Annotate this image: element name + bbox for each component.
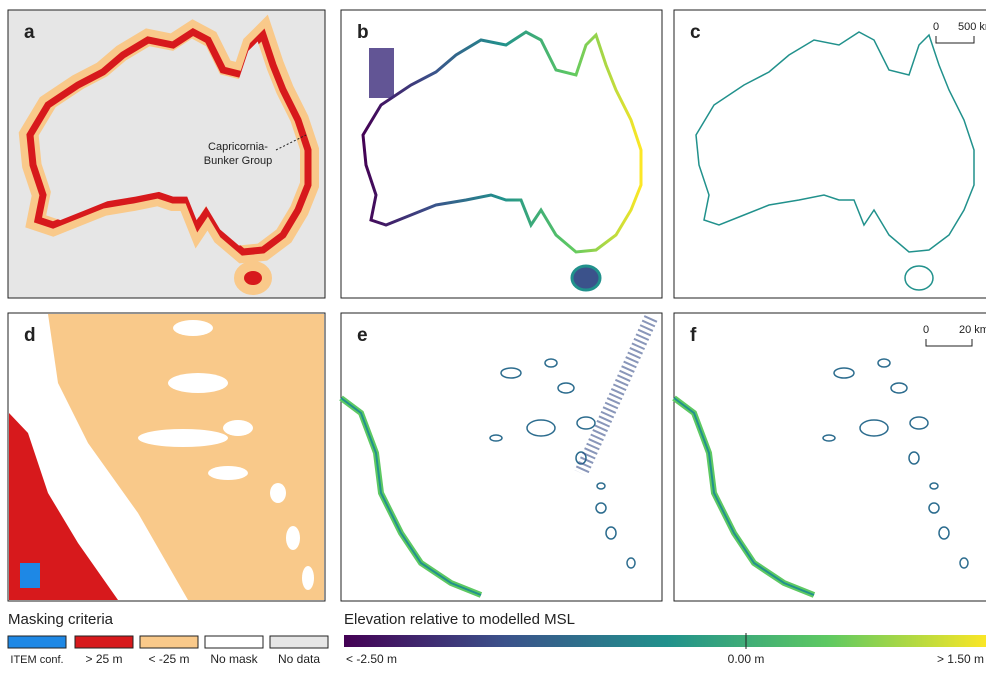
scale-label: 500 km [958, 21, 986, 33]
panel-a: a Capricornia- Bunker Group [8, 10, 325, 298]
panel-label: a [24, 22, 35, 43]
legend-label: No mask [210, 652, 258, 666]
colorbar-title: Elevation relative to modelled MSL [344, 611, 575, 628]
panel-label: b [357, 22, 369, 43]
panel-b: b [341, 10, 662, 298]
legend-label: < -25 m [148, 652, 189, 666]
colorbar-label: 0.00 m [728, 652, 765, 666]
legend-title: Masking criteria [8, 611, 114, 628]
legend-swatches [8, 636, 328, 648]
panel-d: d [8, 313, 325, 601]
annotation: Capricornia- [208, 141, 268, 153]
panel-c: c 0 500 km [674, 10, 986, 298]
panel-label: d [24, 325, 36, 346]
figure: a Capricornia- Bunker Group b c 0 500 km… [0, 0, 986, 668]
annotation: Bunker Group [204, 155, 272, 167]
colorbar-label: > 1.50 m [937, 652, 984, 666]
panel-e: e [341, 313, 662, 601]
panel-f: f 0 20 km [674, 313, 986, 601]
panel-label: e [357, 325, 368, 346]
legend-label: > 25 m [85, 652, 122, 666]
scale-label: 20 km [959, 324, 986, 336]
scale-label: 0 [933, 21, 939, 33]
page: {"panels": {"a": "a", "b": "b", "c": "c"… [0, 0, 986, 668]
legend-label: ITEM conf. [10, 654, 63, 666]
panel-label: c [690, 22, 701, 43]
colorbar-label: < -2.50 m [346, 652, 397, 666]
colorbar [344, 635, 986, 647]
legend-label: No data [278, 652, 320, 666]
panel-label: f [690, 325, 697, 346]
scale-label: 0 [923, 324, 929, 336]
